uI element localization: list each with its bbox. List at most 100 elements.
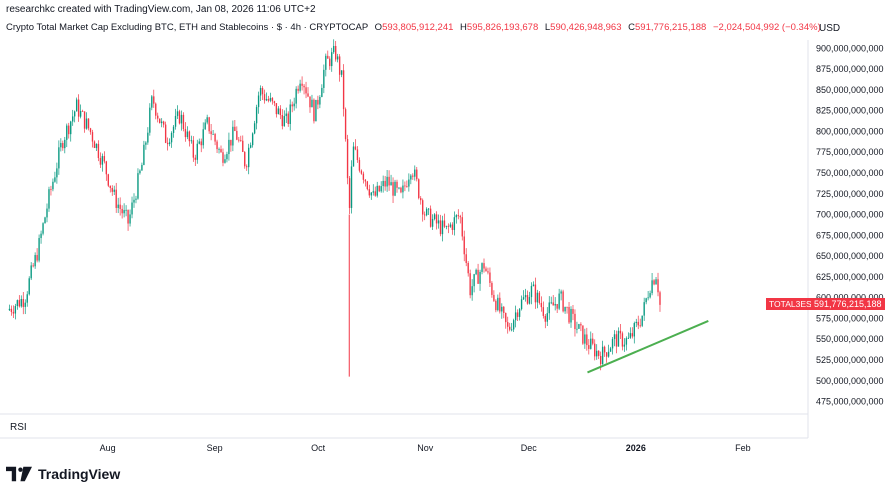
candle-body [627,337,630,339]
candle-body [202,129,204,146]
candle-body [584,334,586,344]
candle-body [386,176,388,187]
candle-body [62,143,64,149]
candle-body [582,325,584,344]
candle-body [370,192,372,196]
candle-body [281,115,284,127]
candle-body [603,346,606,353]
tradingview-logo[interactable]: TradingView [6,466,120,482]
candle-body [14,306,17,314]
symbol-price-tag: TOTAL3ES [766,298,815,311]
candle-body [390,182,392,186]
candle-body [113,189,115,192]
candle-body [605,352,608,357]
candle-body [141,164,143,171]
low-label: L [544,22,551,33]
candle-body [188,131,191,142]
candle-body [8,308,11,311]
candle-body [510,329,513,331]
candle-body [615,334,618,347]
candle-body [481,263,483,272]
open-label: O [374,22,383,33]
candle-body [271,97,274,102]
candle-body [447,225,450,227]
high-label: H [460,22,467,33]
symbol-label[interactable]: Crypto Total Market Cap Excluding BTC, E… [6,22,369,33]
candle-body [311,99,313,108]
y-tick-label: 550,000,000,000 [816,334,884,344]
candle-body [641,315,643,326]
candle-body [101,156,104,165]
candle-body [574,313,576,330]
candle-body [540,302,543,308]
candle-body [471,286,473,296]
y-tick-label: 800,000,000,000 [816,126,884,136]
candle-body [287,113,289,124]
y-tick-label: 675,000,000,000 [816,230,884,240]
candle-body [22,299,24,307]
candle-body [372,191,374,193]
candle-body [261,88,264,95]
candle-body [449,224,452,227]
y-axis-ticks: 900,000,000,000 875,000,000,000 850,000,00… [816,43,884,406]
candle-body [259,88,262,96]
candle-body [186,131,189,138]
candle-body [594,343,596,357]
candle-body [240,140,242,142]
y-tick-label: 525,000,000,000 [816,355,884,365]
candle-body [323,69,325,88]
y-tick-label: 725,000,000,000 [816,189,884,199]
candle-body [253,123,256,134]
candle-body [354,146,357,150]
candle-body [172,126,175,133]
candle-body [246,166,248,168]
brand-name: TradingView [38,466,121,482]
candle-body [489,272,491,283]
candle-body [400,187,402,193]
candle-body [592,338,594,344]
candle-body [570,309,572,323]
candle-body [234,126,236,131]
candle-body [548,302,550,314]
y-tick-label: 750,000,000,000 [816,168,884,178]
candle-body [465,254,467,263]
candle-body [155,103,157,116]
candle-body [297,88,299,91]
candle-body [596,350,598,357]
y-tick-label: 900,000,000,000 [816,43,884,53]
candle-body [127,209,129,224]
candle-body [487,271,489,273]
candle-body [226,154,228,160]
y-tick-label: 850,000,000,000 [816,85,884,95]
currency-label: USD [819,23,841,34]
candle-body [293,103,295,107]
candle-body [26,294,28,303]
candle-body [497,297,499,311]
candle-body [50,189,52,190]
candle-body [182,114,185,129]
candle-body [194,157,196,160]
candle-body [60,143,62,148]
candle-body [629,333,632,338]
candle-body [277,108,280,115]
candle-body [427,208,430,210]
candle-body [336,56,339,60]
open-value: 593,805,912,241 [382,22,454,33]
candle-body [459,216,461,218]
candle-body [103,156,106,162]
candle-body [325,55,327,70]
candle-body [212,134,214,135]
candle-body [149,107,151,133]
candle-body [307,93,309,97]
candle-body [139,170,141,174]
candle-body [479,271,481,284]
candle-body [317,99,319,105]
candle-body [16,300,19,307]
candle-body [20,299,22,307]
y-tick-label: 575,000,000,000 [816,313,884,323]
ohlc-legend: Crypto Total Market Cap Excluding BTC, E… [6,22,821,33]
candle-body [248,147,250,168]
candle-body [64,139,66,149]
candle-body [368,189,371,196]
